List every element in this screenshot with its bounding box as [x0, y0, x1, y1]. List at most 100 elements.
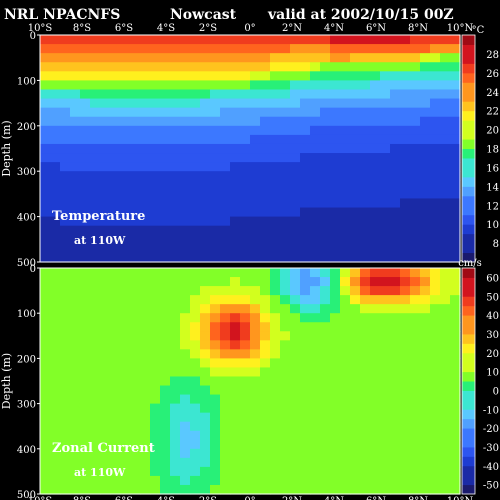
zonal_current-cell	[420, 394, 431, 405]
zonal_current-cell	[110, 421, 121, 432]
zonal_current-cell	[180, 322, 191, 332]
zonal_current-cell	[340, 475, 351, 486]
zonal_current-cell	[80, 349, 91, 359]
zonal_current-cell	[50, 484, 61, 495]
temperature-cell	[290, 44, 301, 54]
temperature-cell	[350, 243, 361, 254]
zonal_current-cell	[300, 268, 311, 278]
temperature-cell	[180, 44, 191, 54]
temperature-cell	[320, 44, 331, 54]
zonal_current-cell	[310, 484, 321, 495]
temperature-cell	[240, 143, 251, 154]
temperature-cell	[210, 134, 221, 145]
zonal_current-cell	[360, 367, 371, 378]
zonal_current-cell	[220, 394, 231, 405]
temperature-cell	[190, 143, 201, 154]
temperature-cell	[340, 162, 351, 172]
zonal_current-cell	[330, 358, 341, 369]
zonal_current-cell	[270, 439, 281, 450]
zonal_current-cell	[220, 367, 231, 378]
zonal_current-cell	[440, 295, 451, 305]
temperature-cell	[220, 80, 231, 91]
temperature-cell	[170, 153, 181, 163]
temperature-cell	[40, 98, 51, 109]
zonal_current-cell	[220, 475, 231, 486]
zonal_current-cell	[390, 439, 401, 450]
temperature-subtitle: at 110W	[74, 234, 126, 247]
temperature-x-tick: 4°S	[157, 23, 175, 34]
temperature-cell	[250, 98, 261, 109]
temperature-cell	[220, 198, 231, 209]
zonal_current-cell	[120, 448, 131, 459]
temperature-cell	[200, 162, 211, 172]
temperature-cell	[90, 116, 101, 127]
temperature-colorbar-tick: 24	[486, 88, 499, 99]
zonal_current-cell	[100, 475, 111, 486]
temperature-cell	[80, 98, 91, 109]
zonal_current-cell	[80, 295, 91, 305]
temperature-cell	[70, 198, 81, 209]
zonal_current-cell	[190, 304, 201, 314]
zonal_current-cell	[170, 403, 181, 414]
zonal_current-cell	[350, 484, 361, 495]
zonal_current-cell	[450, 376, 461, 387]
zonal_current-cell	[370, 322, 381, 332]
temperature-cell	[310, 125, 321, 136]
zonal_current-cell	[410, 358, 421, 369]
zonal_current-cell	[220, 331, 231, 341]
zonal_current-cell	[280, 466, 291, 477]
zonal_current-cell	[120, 484, 131, 495]
zonal_current-cell	[260, 439, 271, 450]
zonal_current-cell	[40, 376, 51, 387]
temperature-cell	[370, 125, 381, 136]
zonal_current-cell	[200, 331, 211, 341]
zonal_current-cell	[300, 349, 311, 359]
temperature-cell	[40, 89, 51, 100]
zonal_current-cell	[390, 448, 401, 459]
zonal_current-cell	[230, 268, 241, 278]
temperature-cell	[360, 35, 371, 45]
zonal_current-cell	[440, 439, 451, 450]
temperature-colorbar-swatch	[462, 91, 475, 102]
temperature-cell	[380, 207, 391, 218]
temperature-cell	[240, 62, 251, 72]
zonal_current-colorbar-swatch	[462, 475, 475, 486]
temperature-cell	[80, 243, 91, 254]
temperature-cell	[70, 98, 81, 109]
zonal_current-cell	[130, 394, 141, 405]
temperature-cell	[50, 252, 61, 263]
temperature-cell	[410, 125, 421, 136]
zonal_current-cell	[110, 277, 121, 287]
temperature-cell	[360, 234, 371, 245]
temperature-cell	[310, 252, 321, 263]
temperature-colorbar-swatch	[462, 186, 475, 197]
temperature-cell	[180, 53, 191, 63]
temperature-cell	[60, 53, 71, 63]
temperature-cell	[230, 225, 241, 236]
temperature-cell	[420, 243, 431, 254]
zonal_current-cell	[180, 394, 191, 405]
zonal_current-y-tick: 100	[17, 309, 36, 320]
zonal_current-cell	[140, 484, 151, 495]
temperature-colorbar-swatch	[462, 35, 475, 45]
zonal_current-colorbar-swatch	[462, 343, 475, 354]
temperature-y-tick: 100	[17, 76, 36, 87]
temperature-cell	[120, 153, 131, 163]
temperature-cell	[430, 71, 441, 81]
zonal_current-cell	[90, 484, 101, 495]
temperature-cell	[140, 180, 151, 190]
zonal_current-cell	[140, 331, 151, 341]
temperature-cell	[290, 98, 301, 109]
temperature-cell	[350, 180, 361, 190]
zonal_current-cell	[230, 367, 241, 378]
zonal_current-cell	[410, 448, 421, 459]
temperature-cell	[420, 143, 431, 154]
zonal_current-cell	[450, 421, 461, 432]
temperature-cell	[160, 189, 171, 200]
zonal_current-cell	[340, 367, 351, 378]
temperature-cell	[150, 225, 161, 236]
zonal_current-cell	[160, 295, 171, 305]
zonal_current-cell	[200, 340, 211, 350]
zonal_current-cell	[330, 439, 341, 450]
temperature-cell	[240, 153, 251, 163]
